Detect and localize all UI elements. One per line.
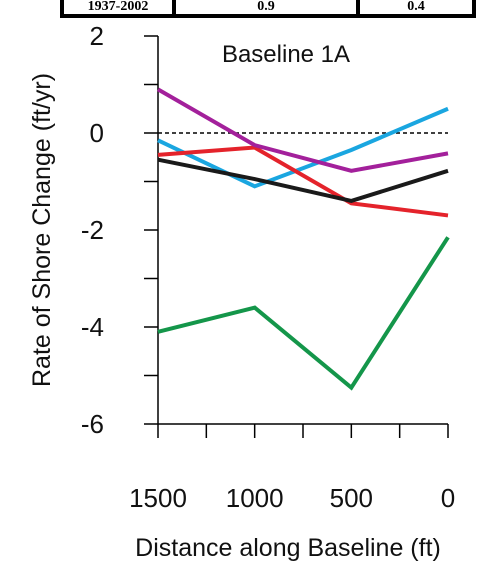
header-table-cell-1	[64, 0, 172, 14]
series-line	[157, 157, 449, 203]
header-table-cell-2	[176, 0, 356, 14]
series-line	[157, 106, 449, 189]
x-tick-label: 0	[441, 483, 455, 513]
x-tick-labels: 1500 1000 500 0	[129, 483, 455, 513]
y-tick-label: -2	[81, 215, 104, 245]
series-line	[157, 236, 450, 391]
y-tick-label: 0	[90, 118, 104, 148]
y-ticks	[144, 35, 158, 425]
x-tick-label: 500	[330, 483, 373, 513]
y-axis-title: Rate of Shore Change (ft/yr)	[28, 73, 56, 387]
header-table-value-2: 0.4	[407, 0, 425, 14]
series-lines	[157, 87, 450, 391]
y-tick-label: 2	[90, 21, 104, 51]
x-tick-label: 1000	[226, 483, 284, 513]
y-tick-label: -6	[81, 409, 104, 439]
chart-title: Baseline 1A	[222, 41, 350, 68]
y-tick-labels: 2 0 -2 -4 -6	[81, 21, 104, 439]
series-line	[157, 87, 449, 173]
header-table-cell-3	[360, 0, 472, 14]
x-ticks	[157, 424, 449, 438]
series-line	[157, 145, 449, 218]
header-table: 1937-2002 0.9 0.4	[60, 0, 476, 18]
y-tick-label: -4	[81, 312, 104, 342]
x-tick-label: 1500	[129, 483, 187, 513]
header-table-value-1: 0.9	[257, 0, 275, 14]
x-axis-title: Distance along Baseline (ft)	[135, 534, 441, 562]
header-table-period: 1937-2002	[88, 0, 149, 14]
